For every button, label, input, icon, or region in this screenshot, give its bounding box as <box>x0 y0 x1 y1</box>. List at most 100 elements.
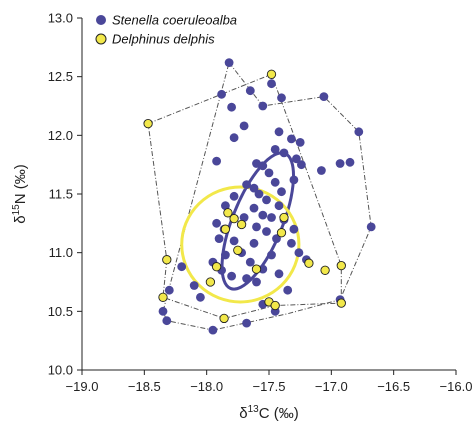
data-point-stenella <box>294 248 304 258</box>
data-point-stenella <box>345 157 355 167</box>
data-point-stenella <box>258 264 268 274</box>
data-point-stenella <box>242 318 252 328</box>
data-point-stenella <box>239 213 249 222</box>
data-point-stenella <box>258 101 268 111</box>
data-point-stenella <box>208 325 218 335</box>
data-point-stenella <box>214 234 224 244</box>
data-point-stenella <box>229 191 239 201</box>
data-point-delphinus <box>223 208 233 218</box>
data-point-delphinus <box>279 212 289 223</box>
data-point-delphinus <box>220 224 231 234</box>
data-point-delphinus <box>236 219 247 230</box>
data-point-stenella <box>249 238 259 248</box>
data-point-stenella <box>249 183 259 193</box>
x-tick-label: −17.5 <box>253 379 286 394</box>
data-point-stenella <box>249 203 259 213</box>
data-point-delphinus <box>229 213 239 224</box>
data-point-stenella <box>354 127 364 137</box>
data-point-stenella <box>229 133 239 143</box>
data-point-stenella <box>270 177 280 187</box>
data-point-delphinus <box>211 262 222 272</box>
data-point-delphinus <box>276 228 287 238</box>
data-point-stenella <box>229 236 239 246</box>
data-point-stenella <box>267 213 276 222</box>
data-point-stenella <box>239 121 249 131</box>
data-point-stenella <box>262 195 271 205</box>
x-tick-label: −18.0 <box>190 379 223 394</box>
data-point-delphinus <box>233 245 243 255</box>
data-point-stenella <box>158 306 168 316</box>
x-tick-label: −18.5 <box>128 379 161 394</box>
data-point-stenella <box>254 189 264 199</box>
data-point-stenella <box>264 168 274 178</box>
data-point-stenella <box>227 102 237 112</box>
data-point-stenella <box>245 86 255 96</box>
y-tick-label: 12.5 <box>48 69 73 84</box>
data-point-delphinus <box>251 264 262 274</box>
data-point-stenella <box>189 281 199 290</box>
data-point-stenella <box>221 201 230 211</box>
data-point-stenella <box>292 154 301 164</box>
data-point-stenella <box>177 262 187 272</box>
data-point-stenella <box>196 292 205 302</box>
data-point-stenella <box>277 187 286 197</box>
data-point-stenella <box>252 277 261 287</box>
data-point-delphinus <box>320 265 330 275</box>
data-point-delphinus <box>336 260 346 271</box>
data-points <box>143 58 376 335</box>
data-point-stenella <box>227 271 237 281</box>
x-axis-title: δ13C (‰) <box>239 404 298 422</box>
data-point-stenella <box>164 285 174 295</box>
data-point-stenella <box>289 224 299 234</box>
legend-label: Delphinus delphis <box>112 32 215 47</box>
x-tick-label: −16.0 <box>440 379 473 394</box>
data-point-stenella <box>258 210 268 220</box>
y-tick-label: 10.0 <box>48 363 73 378</box>
data-point-delphinus <box>266 69 277 79</box>
data-point-stenella <box>274 269 284 279</box>
data-point-stenella <box>245 257 255 267</box>
data-point-delphinus <box>158 292 168 302</box>
data-point-stenella <box>224 58 234 67</box>
data-point-stenella <box>287 238 296 248</box>
data-point-stenella <box>335 159 345 168</box>
y-tick-label: 11.0 <box>49 245 73 260</box>
data-point-stenella <box>267 250 276 260</box>
data-point-stenella <box>366 222 376 232</box>
data-point-stenella <box>289 175 299 185</box>
axes: −19.0 −18.5 −18.0 −17.5 −17.0 −16.5 −16.0 10.0 1… <box>48 11 473 395</box>
data-point-delphinus <box>143 118 153 129</box>
data-point-stenella <box>295 138 305 147</box>
y-tick-label: 11.5 <box>49 187 73 202</box>
y-tick-label: 13.0 <box>48 11 73 26</box>
legend-label: Stenella coeruleoalba <box>112 13 237 28</box>
data-point-stenella <box>212 218 222 228</box>
legend-marker <box>95 33 107 45</box>
data-point-stenella <box>242 274 252 283</box>
data-point-stenella <box>267 79 276 89</box>
data-point-stenella <box>270 145 280 154</box>
data-point-stenella <box>262 227 271 236</box>
x-tick-label: −17.0 <box>315 379 348 394</box>
x-tick-label: −16.5 <box>377 379 410 394</box>
data-point-delphinus <box>270 300 280 311</box>
ellipse-1 <box>180 185 301 304</box>
data-point-stenella <box>258 161 268 171</box>
convex-hull-1 <box>147 73 342 319</box>
data-point-stenella <box>277 93 286 103</box>
data-point-stenella <box>221 250 230 260</box>
data-point-stenella <box>274 127 284 137</box>
data-point-stenella <box>274 201 284 211</box>
data-point-delphinus <box>219 313 229 324</box>
data-point-stenella <box>242 180 252 190</box>
y-tick-label: 12.0 <box>48 128 73 143</box>
data-point-stenella <box>297 160 306 170</box>
data-point-stenella <box>162 316 172 326</box>
data-point-stenella <box>279 148 289 158</box>
data-point-delphinus <box>304 258 314 268</box>
data-point-stenella <box>283 285 293 295</box>
data-point-stenella <box>287 134 296 144</box>
data-point-delphinus <box>205 277 216 287</box>
data-point-stenella <box>217 89 227 99</box>
